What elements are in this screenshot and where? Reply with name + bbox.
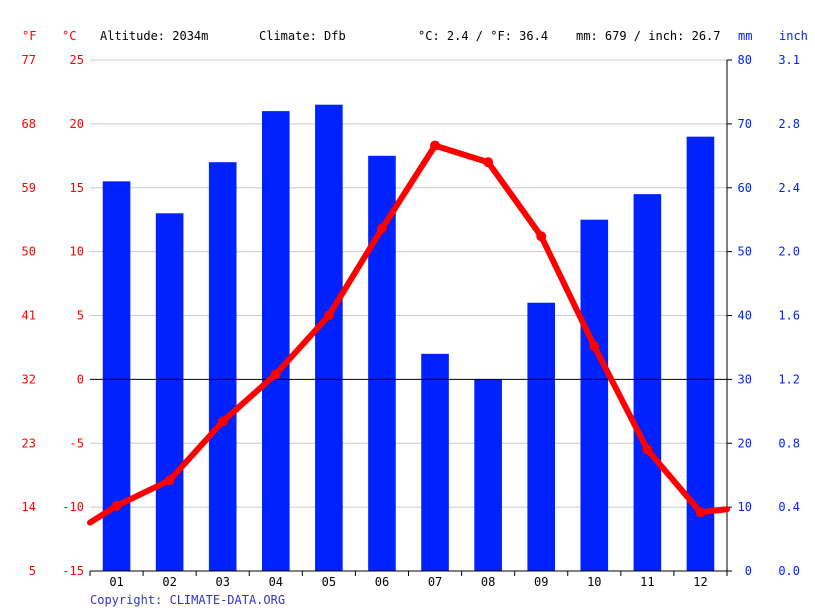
fahrenheit-tick-label: 5	[29, 564, 36, 578]
month-tick-label: 01	[109, 575, 123, 589]
celsius-unit-label: °C	[62, 29, 76, 43]
month-tick-label: 02	[162, 575, 176, 589]
precipitation-bar	[580, 219, 609, 571]
temperature-point	[376, 223, 387, 234]
fahrenheit-tick-label: 14	[22, 500, 36, 514]
celsius-tick-label: 15	[70, 181, 84, 195]
inch-unit-label: inch	[779, 29, 808, 43]
mm-tick-label: 10	[738, 500, 752, 514]
mm-tick-label: 70	[738, 117, 752, 131]
celsius-tick-label: -15	[62, 564, 84, 578]
fahrenheit-tick-label: 23	[22, 436, 36, 450]
mm-tick-label: 50	[738, 245, 752, 259]
month-tick-label: 10	[587, 575, 601, 589]
mm-tick-label: 20	[738, 436, 752, 450]
fahrenheit-tick-label: 41	[22, 309, 36, 323]
month-tick-label: 04	[269, 575, 283, 589]
altitude-label: Altitude: 2034m	[100, 29, 208, 43]
celsius-tick-label: 10	[70, 245, 84, 259]
month-tick-label: 05	[322, 575, 336, 589]
precipitation-bar	[208, 162, 237, 571]
temperature-point	[111, 500, 122, 511]
inch-tick-label: 1.6	[778, 309, 800, 323]
temperature-point	[642, 444, 653, 455]
fahrenheit-tick-label: 77	[22, 53, 36, 67]
mm-tick-label: 60	[738, 181, 752, 195]
inch-tick-label: 0.0	[778, 564, 800, 578]
inch-tick-label: 3.1	[778, 53, 800, 67]
grid-lines	[90, 59, 727, 508]
temperature-point	[270, 369, 281, 380]
fahrenheit-tick-label: 50	[22, 245, 36, 259]
inch-tick-label: 1.2	[778, 372, 800, 386]
tick-labels: -15 5 -10 14 -5 23 0 32 5 41 10 50 15 59 20 68 25 77 0 0.0 1…	[22, 53, 800, 589]
celsius-tick-label: -5	[70, 436, 84, 450]
precipitation-bar	[474, 379, 502, 571]
precipitation-bars	[102, 104, 715, 572]
precipitation-bar	[261, 111, 290, 571]
precipitation-bar	[421, 353, 449, 571]
temperature-point	[483, 157, 494, 168]
precipitation-bar	[686, 136, 715, 571]
precipitation-bar	[315, 104, 343, 572]
temperature-line-path	[87, 142, 730, 526]
mm-tick-label: 30	[738, 372, 752, 386]
inch-tick-label: 2.0	[778, 245, 800, 259]
celsius-tick-label: -10	[62, 500, 84, 514]
inch-tick-label: 0.4	[778, 500, 800, 514]
copyright-text: Copyright: CLIMATE-DATA.ORG	[90, 593, 285, 607]
month-tick-label: 07	[428, 575, 442, 589]
precipitation-summary: mm: 679 / inch: 26.7	[576, 29, 721, 43]
precipitation-bar	[155, 213, 184, 572]
month-tick-label: 11	[640, 575, 654, 589]
temperature-point	[323, 310, 334, 321]
temperature-point	[536, 231, 547, 242]
axes	[89, 59, 732, 576]
fahrenheit-tick-label: 32	[22, 372, 36, 386]
temperature-line	[87, 140, 730, 526]
temperature-point	[217, 416, 228, 427]
precipitation-bar	[633, 194, 662, 571]
mm-tick-label: 0	[745, 564, 752, 578]
temperature-summary: °C: 2.4 / °F: 36.4	[418, 29, 548, 43]
climate-label: Climate: Dfb	[259, 29, 346, 43]
fahrenheit-tick-label: 68	[22, 117, 36, 131]
celsius-tick-label: 25	[70, 53, 84, 67]
month-tick-label: 08	[481, 575, 495, 589]
fahrenheit-unit-label: °F	[22, 29, 36, 43]
month-tick-label: 09	[534, 575, 548, 589]
mm-tick-label: 40	[738, 309, 752, 323]
temperature-point	[589, 341, 600, 352]
mm-unit-label: mm	[738, 29, 752, 43]
inch-tick-label: 0.8	[778, 436, 800, 450]
fahrenheit-tick-label: 59	[22, 181, 36, 195]
month-tick-label: 12	[693, 575, 707, 589]
month-tick-label: 06	[375, 575, 389, 589]
temperature-point	[164, 475, 175, 486]
temperature-point	[695, 507, 706, 518]
mm-tick-label: 80	[738, 53, 752, 67]
celsius-tick-label: 20	[70, 117, 84, 131]
temperature-point	[430, 140, 441, 151]
inch-tick-label: 2.8	[778, 117, 800, 131]
inch-tick-label: 2.4	[778, 181, 800, 195]
month-tick-label: 03	[215, 575, 229, 589]
precipitation-bar	[527, 302, 556, 571]
celsius-tick-label: 5	[77, 309, 84, 323]
celsius-tick-label: 0	[77, 372, 84, 386]
